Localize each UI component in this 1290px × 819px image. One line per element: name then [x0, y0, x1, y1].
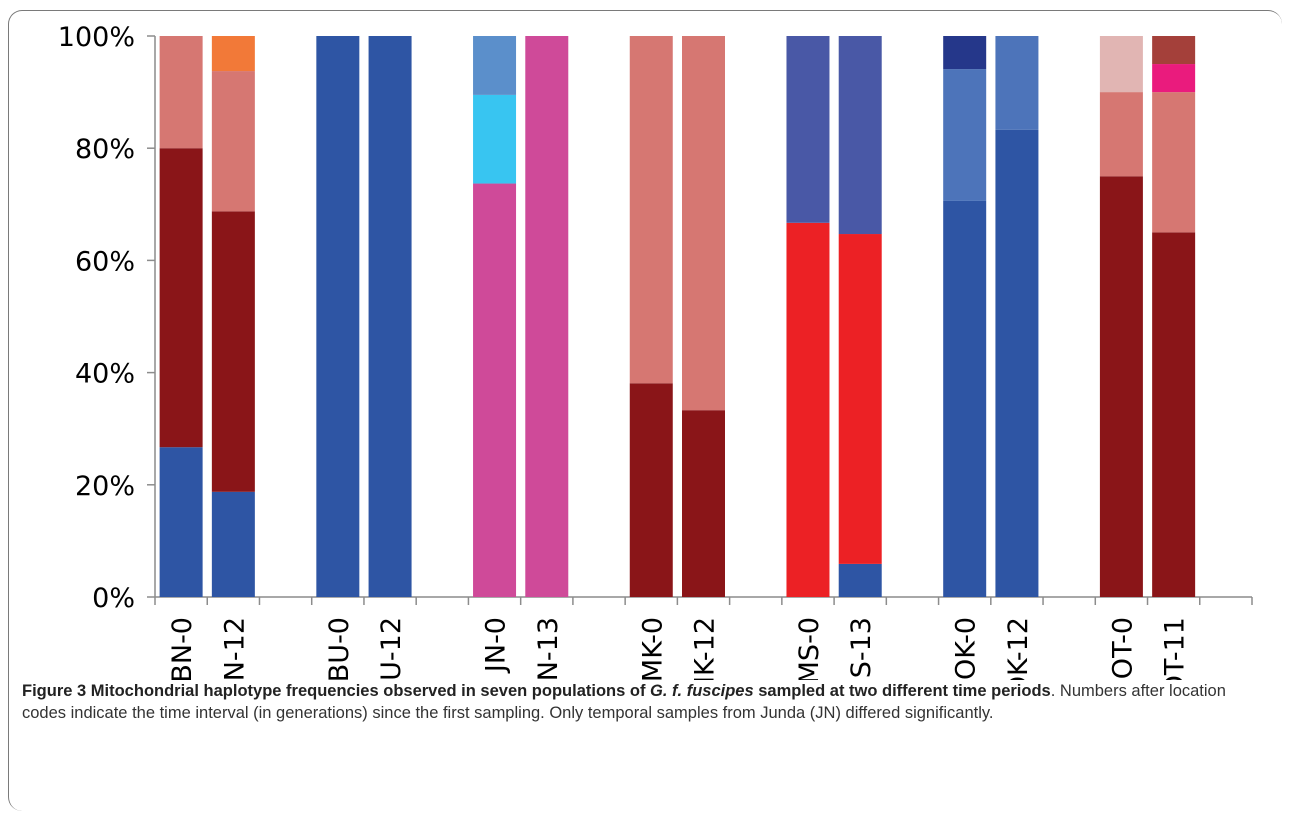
- bar-segment: [1099, 176, 1143, 597]
- category-label: JN-0: [481, 617, 512, 674]
- caption-title-before: Mitochondrial haplotype frequencies obse…: [90, 682, 646, 700]
- y-tick-label: 40%: [75, 359, 135, 390]
- category-label: JN-13: [533, 617, 564, 680]
- bar-segment: [1152, 92, 1196, 233]
- bar-segment: [473, 183, 517, 597]
- caption-title-after: sampled at two different time periods: [758, 682, 1051, 700]
- bar-segment: [838, 36, 882, 235]
- category-label: MS-13: [846, 617, 877, 680]
- category-label: OT-11: [1160, 617, 1191, 680]
- y-tick-label: 60%: [75, 246, 135, 277]
- caption-title-species: G. f. fuscipes: [650, 682, 754, 700]
- category-label: BN-12: [219, 617, 250, 680]
- category-label: OK-0: [951, 617, 982, 680]
- bar-segment: [473, 36, 517, 95]
- bar-segment: [211, 36, 255, 72]
- stacked-bar-chart: 0% 20% 40% 60% 80% 100% BN-0 BN-12 BU-0 BU-12 JN-0…: [58, 22, 1253, 680]
- bar-segment: [786, 36, 830, 223]
- bar-segment: [682, 36, 725, 411]
- bar-segment: [682, 410, 725, 597]
- category-label: BU-12: [376, 617, 407, 680]
- bar-segment: [368, 36, 412, 597]
- bar-segment: [211, 491, 255, 597]
- bar-segment: [943, 36, 987, 70]
- bar-segment: [1152, 64, 1196, 93]
- labels-layer: 0% 20% 40% 60% 80% 100% BN-0 BN-12 BU-0 BU-12 JN-0…: [58, 22, 1191, 680]
- caption-figure-label: Figure 3: [22, 682, 87, 700]
- caption-title-end: .: [1050, 682, 1056, 700]
- bar-segment: [159, 36, 203, 149]
- category-label: MK-12: [690, 617, 721, 680]
- category-label: BU-0: [324, 617, 355, 680]
- bars-layer: [159, 36, 1196, 598]
- figure-caption: Figure 3 Mitochondrial haplotype frequen…: [22, 680, 1270, 724]
- bar-segment: [838, 563, 882, 597]
- bar-segment: [159, 148, 203, 448]
- bar-segment: [1099, 92, 1143, 177]
- bar-segment: [1152, 232, 1196, 597]
- bar-segment: [943, 69, 987, 201]
- y-tick-label: 100%: [58, 22, 135, 53]
- category-label: MK-0: [637, 617, 668, 680]
- bar-segment: [786, 222, 830, 598]
- category-label: OT-0: [1107, 617, 1138, 679]
- bar-segment: [995, 129, 1039, 597]
- bar-segment: [211, 71, 255, 212]
- bar-segment: [316, 36, 360, 597]
- y-tick-label: 20%: [75, 471, 135, 502]
- bar-segment: [629, 383, 673, 597]
- bar-segment: [159, 447, 203, 597]
- y-tick-label: 0%: [92, 583, 135, 614]
- bar-segment: [629, 36, 673, 384]
- bar-segment: [838, 234, 882, 564]
- bar-segment: [473, 94, 517, 184]
- bar-segment: [995, 36, 1039, 130]
- bar-segment: [1099, 36, 1143, 93]
- caption-body: Numbers after location codes indicate th…: [22, 682, 1226, 722]
- figure-frame: [8, 10, 1282, 811]
- bar-segment: [211, 211, 255, 492]
- bar-segment: [525, 36, 569, 597]
- category-label: BN-0: [167, 617, 198, 680]
- category-label: OK-12: [1003, 617, 1034, 680]
- bar-segment: [1152, 36, 1196, 65]
- bar-segment: [943, 200, 987, 597]
- y-tick-label: 80%: [75, 134, 135, 165]
- category-label: MS-0: [794, 617, 825, 680]
